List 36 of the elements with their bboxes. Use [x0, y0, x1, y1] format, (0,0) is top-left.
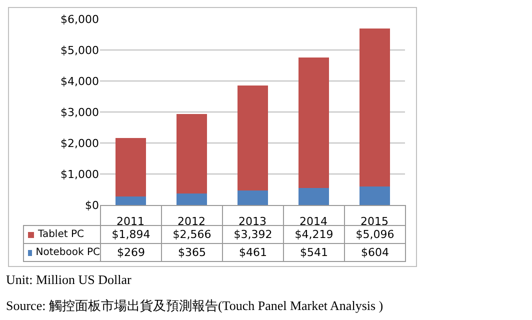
x-tick-label: 2011 — [116, 215, 144, 228]
data-label: $269 — [100, 243, 162, 262]
data-label: $461 — [222, 243, 284, 262]
x-tick-label: 2013 — [238, 215, 266, 228]
bar — [176, 114, 207, 194]
data-label: $365 — [161, 243, 223, 262]
bar — [359, 186, 390, 205]
data-label: $604 — [344, 243, 406, 262]
x-tick-label: 2015 — [360, 215, 388, 228]
bar — [359, 28, 390, 186]
bar — [298, 57, 329, 188]
data-label: $2,566 — [161, 225, 223, 244]
y-tick-label: $5,000 — [60, 44, 99, 57]
x-tick-label: 2012 — [178, 215, 206, 228]
source-note: Source: 觸控面板市場出貨及預測報告(Touch Panel Market Analysis ) — [6, 297, 384, 315]
bar — [176, 194, 207, 205]
y-tick-label: $4,000 — [60, 74, 99, 88]
bar — [237, 190, 268, 205]
bar — [115, 138, 146, 197]
data-label: $4,219 — [283, 225, 345, 244]
y-tick-label: $1,000 — [60, 168, 99, 181]
data-label: $541 — [283, 243, 345, 262]
x-tick-label: 2014 — [300, 215, 328, 228]
data-label: $5,096 — [344, 225, 406, 244]
y-tick-label: $6,000 — [60, 12, 99, 26]
bar — [115, 196, 146, 205]
text: Unit: Million US Dollar — [6, 272, 132, 288]
bar — [237, 86, 268, 191]
data-label: $1,894 — [100, 225, 162, 244]
y-tick-label: $3,000 — [60, 106, 99, 119]
legend-label: Notebook PC — [36, 247, 100, 258]
y-tick-label: $2,000 — [60, 136, 99, 150]
legend-label: Tablet PC — [38, 229, 84, 240]
bar — [298, 188, 329, 205]
data-label: $3,392 — [222, 225, 284, 244]
y-tick-label: $0 — [85, 198, 99, 212]
